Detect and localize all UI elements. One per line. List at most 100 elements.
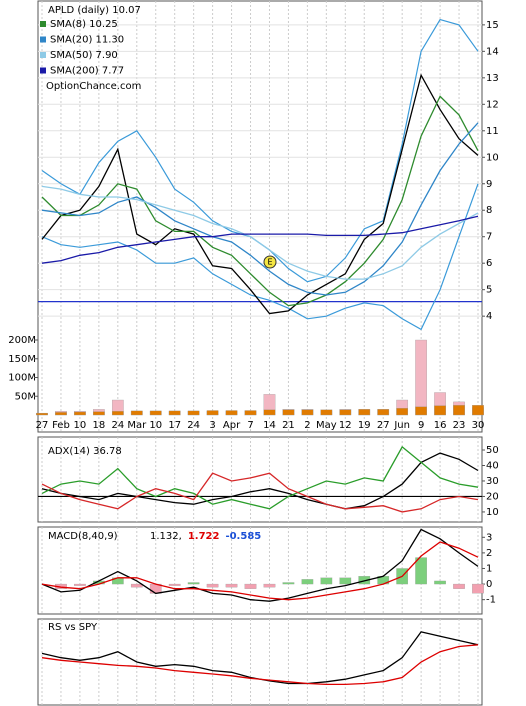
bar bbox=[168, 410, 181, 416]
legend-label: SMA(50) 7.90 bbox=[50, 50, 118, 61]
y-tick-label: 10 bbox=[486, 507, 499, 518]
y-tick-label: 20 bbox=[486, 491, 499, 502]
bar bbox=[301, 579, 314, 585]
series-line bbox=[41, 528, 479, 602]
x-tick-label: 9 bbox=[418, 420, 424, 431]
bar bbox=[263, 409, 276, 416]
y-tick-label: 100M bbox=[8, 373, 36, 384]
bar bbox=[187, 582, 200, 585]
bar bbox=[36, 412, 48, 416]
bar bbox=[225, 410, 238, 416]
series-line bbox=[41, 452, 479, 510]
x-tick-label: 3 bbox=[209, 420, 215, 431]
x-tick-label: Jun bbox=[393, 420, 410, 431]
earnings-marker bbox=[263, 255, 277, 269]
bar bbox=[149, 410, 162, 416]
y-tick-label: 6 bbox=[486, 258, 492, 269]
x-tick-label: 27 bbox=[377, 420, 390, 431]
bar bbox=[453, 405, 465, 416]
series-line bbox=[41, 122, 479, 296]
bar bbox=[339, 577, 352, 585]
bar bbox=[453, 583, 465, 589]
legend-label: SMA(200) 7.77 bbox=[50, 66, 124, 77]
series-line bbox=[41, 472, 479, 513]
readout: 1.132, bbox=[150, 531, 182, 542]
x-tick-label: 21 bbox=[282, 420, 295, 431]
bar bbox=[130, 410, 143, 416]
readouts: 1.132, 1.722 -0.585 bbox=[150, 531, 261, 542]
x-tick-label: 2 bbox=[304, 420, 310, 431]
chart-title: APLD (daily) 10.07 bbox=[48, 5, 141, 16]
bar bbox=[301, 409, 314, 416]
bar bbox=[339, 409, 352, 416]
bar bbox=[320, 409, 333, 416]
y-tick-label: 13 bbox=[486, 73, 499, 84]
y-tick-label: 9 bbox=[486, 179, 492, 190]
y-tick-label: 5 bbox=[486, 285, 492, 296]
x-tick-label: 17 bbox=[168, 420, 181, 431]
x-tick-label: May bbox=[316, 420, 337, 431]
bar bbox=[472, 405, 484, 416]
x-tick-label: Feb bbox=[52, 420, 70, 431]
bar bbox=[263, 583, 276, 588]
bar bbox=[55, 412, 67, 416]
y-tick-label: 2 bbox=[486, 548, 492, 559]
y-tick-label: 12 bbox=[486, 99, 499, 110]
macd-title: MACD(8,40,9) bbox=[48, 531, 118, 542]
bar bbox=[434, 580, 446, 585]
y-tick-label: 14 bbox=[486, 46, 499, 57]
y-tick-label: 50 bbox=[486, 445, 499, 456]
bar bbox=[168, 583, 181, 586]
adx-title: ADX(14) 36.78 bbox=[48, 446, 122, 457]
bar bbox=[130, 583, 143, 588]
y-tick-label: 10 bbox=[486, 152, 499, 163]
bar bbox=[111, 411, 124, 416]
y-tick-label: 7 bbox=[486, 232, 492, 243]
rs-frame bbox=[37, 618, 483, 706]
x-tick-label: 10 bbox=[74, 420, 87, 431]
bar bbox=[396, 408, 409, 416]
series-line bbox=[41, 541, 479, 601]
x-tick-label: 14 bbox=[263, 420, 276, 431]
x-tick-label: Mar bbox=[127, 420, 147, 431]
bar bbox=[415, 406, 427, 416]
x-tick-label: 24 bbox=[187, 420, 200, 431]
legend-swatch bbox=[40, 36, 46, 43]
bar bbox=[244, 583, 257, 589]
bar bbox=[282, 409, 295, 416]
x-tick-label: 10 bbox=[149, 420, 162, 431]
x-tick-label: 19 bbox=[358, 420, 371, 431]
y-tick-label: 11 bbox=[486, 126, 499, 137]
x-tick-label: 23 bbox=[453, 420, 466, 431]
x-tick-label: Apr bbox=[223, 420, 241, 431]
bar bbox=[358, 409, 371, 416]
legend-swatch bbox=[40, 67, 46, 74]
band-line bbox=[41, 183, 479, 331]
main-frame bbox=[37, 0, 483, 433]
bar bbox=[415, 557, 427, 585]
y-tick-label: 150M bbox=[8, 354, 36, 365]
bar bbox=[187, 410, 200, 416]
y-tick-label: 15 bbox=[486, 20, 499, 31]
series-line bbox=[41, 445, 479, 510]
y-tick-label: 3 bbox=[486, 532, 492, 543]
legend-swatch bbox=[40, 21, 46, 27]
rs-title: RS vs SPY bbox=[48, 622, 98, 633]
series-line bbox=[41, 644, 479, 686]
readout: 1.722 bbox=[188, 531, 220, 542]
x-tick-label: 24 bbox=[111, 420, 124, 431]
series-line bbox=[41, 95, 479, 307]
x-tick-label: 16 bbox=[434, 420, 447, 431]
y-tick-label: 200M bbox=[8, 335, 36, 346]
annotation: OptionChance.com bbox=[46, 81, 141, 92]
series-line bbox=[41, 215, 479, 264]
bar bbox=[225, 583, 238, 588]
bar bbox=[282, 582, 295, 585]
y-tick-label: 0 bbox=[486, 579, 492, 590]
x-tick-label: 12 bbox=[339, 420, 352, 431]
y-tick-label: 4 bbox=[486, 311, 492, 322]
bar bbox=[472, 583, 484, 594]
bar bbox=[415, 339, 427, 416]
